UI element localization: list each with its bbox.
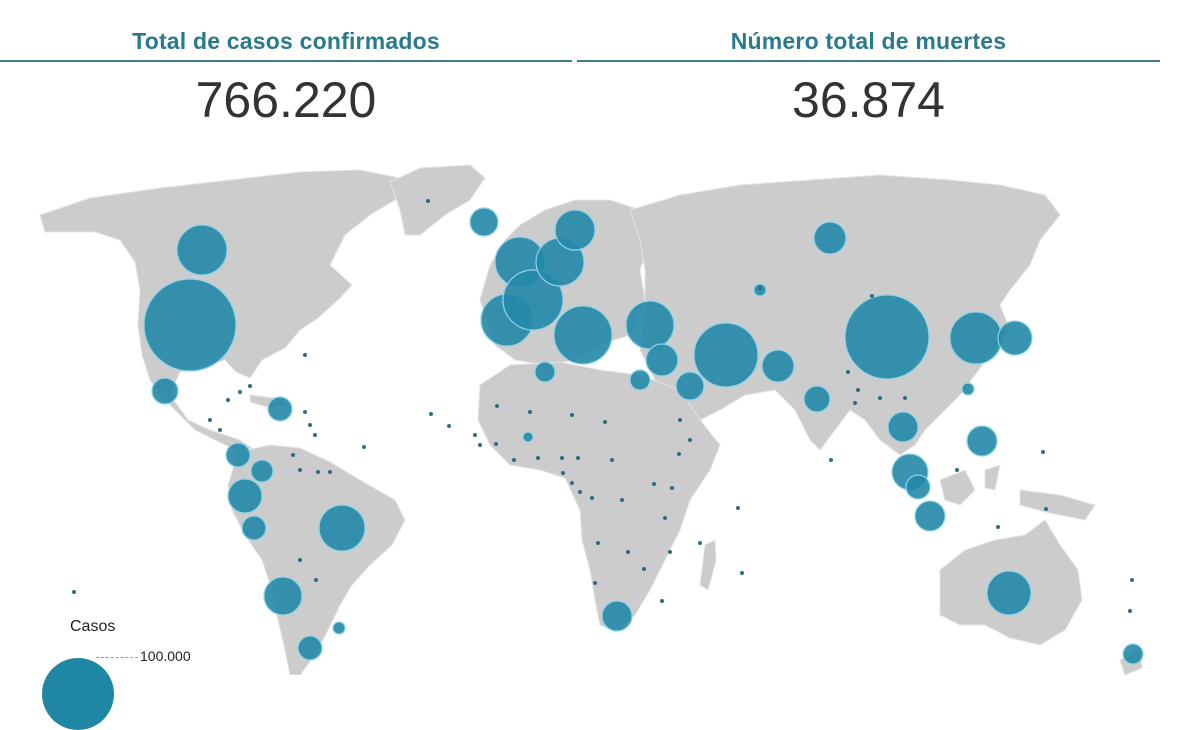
bubble-marker[interactable]: Sudáfrica xyxy=(601,600,633,632)
confirmed-cases-panel: Total de casos confirmados 766.220 xyxy=(0,0,572,130)
bubble-marker[interactable]: Tailandia xyxy=(887,411,919,443)
confirmed-cases-value: 766.220 xyxy=(195,72,377,128)
bubble-marker[interactable]: Uruguay xyxy=(332,621,346,635)
bubble-marker[interactable]: Brasil xyxy=(318,504,366,552)
bubble-marker[interactable]: Taiwán xyxy=(961,382,975,396)
legend-title: Casos xyxy=(70,618,116,635)
bubble-marker[interactable]: Argentina xyxy=(297,635,323,661)
deaths-label: Número total de muertes xyxy=(730,28,1007,54)
bubble-marker[interactable]: Israel xyxy=(645,343,679,377)
bubble-marker[interactable]: China xyxy=(844,294,930,380)
bubble-marker[interactable]: Chile xyxy=(263,576,303,616)
bubble-marker[interactable]: Perú xyxy=(241,515,267,541)
bubble-marker[interactable]: Irán xyxy=(693,322,759,388)
bubble-marker[interactable]: Estados Unidos xyxy=(143,278,237,372)
bubble-marker[interactable]: Turquía xyxy=(625,300,675,350)
bubble-marker[interactable]: Francia xyxy=(502,269,564,331)
bubble-marker[interactable]: Australia xyxy=(986,570,1032,616)
bubble-marker[interactable]: Indonesia xyxy=(914,500,946,532)
bubble-marker[interactable]: Japón xyxy=(997,320,1033,356)
bubble-marker[interactable]: Singapur xyxy=(905,474,931,500)
bubble-marker[interactable]: Pakistán xyxy=(761,349,795,383)
indonesia-land xyxy=(939,464,1096,521)
confirmed-cases-label: Total de casos confirmados xyxy=(132,28,440,54)
south-america-land xyxy=(227,444,406,675)
bubble-marker[interactable]: Colombia xyxy=(250,459,274,483)
bubble-marker[interactable]: Nueva Zelanda xyxy=(1122,643,1144,665)
world-bubble-map[interactable]: Estados UnidosCanadá México República Domi… xyxy=(0,160,1200,675)
bubble-marker[interactable]: Filipinas xyxy=(966,425,998,457)
bubble-marker[interactable]: México xyxy=(151,377,179,405)
greenland-land xyxy=(389,164,486,236)
legend-reference-value: 100.000 xyxy=(140,648,191,664)
confirmed-cases-divider xyxy=(0,60,572,62)
deaths-divider xyxy=(577,60,1160,62)
bubble-layer: Estados UnidosCanadá México República Domi… xyxy=(143,207,1144,665)
bubble-marker[interactable]: Canadá xyxy=(176,224,228,276)
bubble-marker[interactable]: Burkina Faso xyxy=(522,431,534,443)
bubble-marker[interactable]: Panamá xyxy=(225,442,251,468)
madagascar-land xyxy=(699,539,717,591)
small-markers xyxy=(72,199,1134,613)
bubble-marker[interactable]: Marruecos xyxy=(534,361,556,383)
africa-land xyxy=(477,361,721,633)
deaths-panel: Número total de muertes 36.874 xyxy=(577,0,1160,130)
bubble-marker[interactable]: República Dominicana xyxy=(267,396,293,422)
legend-reference-circle xyxy=(42,658,114,730)
bubble-marker[interactable]: Arabia Saudí xyxy=(675,371,705,401)
bubble-marker[interactable]: Escandinavia xyxy=(554,209,596,251)
bubble-marker[interactable]: India xyxy=(803,385,831,413)
bubble-marker[interactable]: Islandia xyxy=(469,207,499,237)
bubble-marker[interactable]: Ecuador xyxy=(227,478,263,514)
bubble-marker[interactable]: Egipto xyxy=(629,369,651,391)
bubble-marker[interactable]: Rusia xyxy=(813,221,847,255)
bubble-marker[interactable]: Corea del Sur xyxy=(949,311,1003,365)
deaths-value: 36.874 xyxy=(792,72,945,128)
legend-leader-line xyxy=(96,657,138,658)
bubble-marker[interactable]: Italia xyxy=(553,305,613,365)
